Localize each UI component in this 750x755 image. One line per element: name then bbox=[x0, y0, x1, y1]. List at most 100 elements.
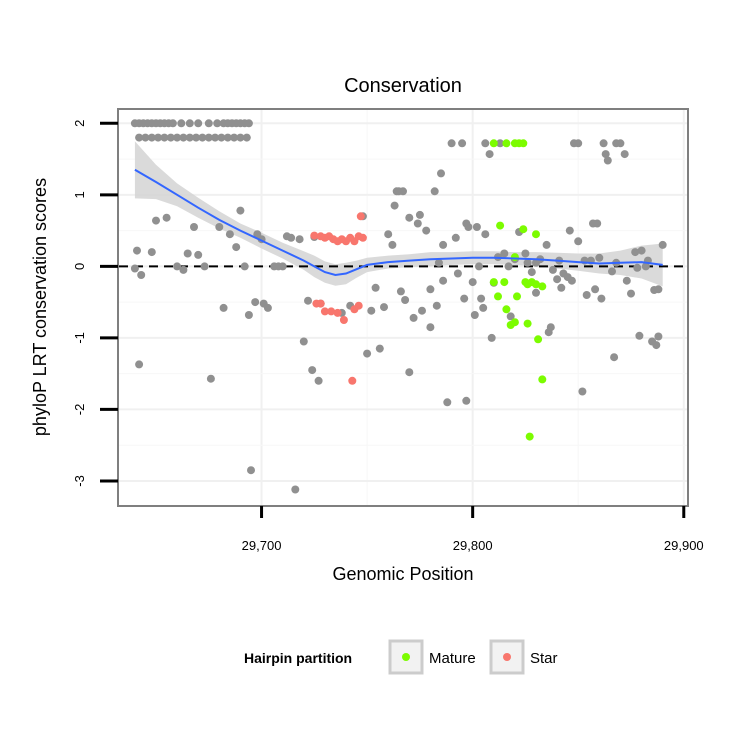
data-point-other bbox=[135, 133, 144, 142]
data-point-other bbox=[504, 262, 513, 271]
data-point-mature bbox=[510, 318, 519, 327]
x-axis-label: Genomic Position bbox=[332, 564, 473, 584]
data-point-other bbox=[278, 262, 287, 271]
data-point-other bbox=[405, 213, 414, 222]
data-point-other bbox=[192, 133, 201, 142]
data-point-other bbox=[308, 366, 317, 375]
data-point-other bbox=[477, 294, 486, 303]
data-point-other bbox=[263, 303, 272, 312]
data-point-other bbox=[162, 213, 171, 222]
x-tick-label: 29,800 bbox=[453, 538, 493, 553]
data-point-other bbox=[223, 133, 232, 142]
data-point-other bbox=[430, 187, 439, 196]
data-point-other bbox=[130, 264, 139, 273]
data-point-other bbox=[464, 223, 473, 231]
data-point-other bbox=[439, 240, 448, 249]
data-point-other bbox=[654, 332, 663, 341]
data-point-mature bbox=[494, 292, 502, 301]
data-point-other bbox=[244, 311, 253, 319]
data-point-other bbox=[204, 133, 213, 142]
x-axis: 29,700 29,800 29,900 bbox=[242, 506, 704, 553]
data-point-other bbox=[500, 249, 509, 258]
data-point-other bbox=[232, 243, 241, 252]
data-point-other bbox=[426, 285, 435, 294]
plot-panel bbox=[117, 108, 689, 507]
legend: Hairpin partition Mature Star bbox=[244, 639, 558, 675]
data-point-other bbox=[168, 119, 177, 128]
data-point-other bbox=[418, 306, 426, 315]
data-point-other bbox=[166, 133, 175, 142]
data-point-other bbox=[388, 240, 397, 249]
data-point-other bbox=[567, 276, 576, 285]
x-tick-label: 29,900 bbox=[664, 538, 704, 553]
data-point-other bbox=[565, 226, 574, 235]
y-tick-label: -3 bbox=[72, 475, 87, 487]
data-point-other bbox=[190, 223, 198, 231]
data-point-other bbox=[458, 139, 467, 148]
data-point-other bbox=[380, 303, 388, 312]
data-point-mature bbox=[489, 139, 498, 148]
data-point-star bbox=[356, 212, 365, 221]
data-point-mature bbox=[523, 319, 532, 328]
y-axis-label: phyloP LRT conservation scores bbox=[30, 178, 50, 436]
data-point-other bbox=[610, 353, 619, 362]
data-point-other bbox=[574, 237, 583, 246]
smooth-line-layer bbox=[134, 168, 663, 277]
legend-dot-mature bbox=[402, 653, 410, 661]
data-point-other bbox=[375, 344, 384, 353]
data-point-other bbox=[219, 303, 228, 312]
data-point-other bbox=[179, 265, 188, 274]
data-point-mature bbox=[513, 292, 521, 301]
y-tick-label: 0 bbox=[72, 263, 87, 270]
data-point-other bbox=[601, 150, 610, 159]
data-point-other bbox=[654, 285, 663, 294]
data-point-other bbox=[314, 376, 323, 385]
y-tick-label: 1 bbox=[72, 191, 87, 198]
data-point-mature bbox=[502, 305, 511, 314]
data-point-other bbox=[426, 323, 435, 332]
data-point-other bbox=[553, 275, 562, 284]
legend-label-star: Star bbox=[530, 650, 558, 667]
data-point-other bbox=[622, 276, 631, 285]
confidence-ribbon-layer bbox=[134, 141, 663, 287]
data-point-other bbox=[479, 303, 488, 312]
data-point-mature bbox=[500, 278, 509, 287]
data-point-other bbox=[299, 337, 308, 346]
data-point-other bbox=[152, 216, 160, 225]
legend-dot-star bbox=[503, 653, 511, 661]
smooth-trend-line bbox=[134, 168, 663, 277]
data-point-mature bbox=[525, 432, 534, 441]
data-point-other bbox=[582, 291, 591, 299]
data-point-other bbox=[304, 296, 312, 305]
data-point-other bbox=[557, 283, 566, 292]
data-point-other bbox=[183, 249, 192, 258]
data-point-other bbox=[154, 133, 163, 142]
data-point-other bbox=[475, 262, 483, 271]
data-point-mature bbox=[519, 225, 528, 234]
data-point-other bbox=[434, 258, 443, 267]
data-point-other bbox=[453, 269, 462, 278]
data-point-other bbox=[177, 119, 186, 128]
y-tick-label: 2 bbox=[72, 120, 87, 127]
data-point-other bbox=[443, 398, 452, 407]
data-point-other bbox=[217, 133, 226, 142]
data-point-other bbox=[236, 133, 245, 142]
data-point-other bbox=[574, 139, 583, 148]
data-point-star bbox=[310, 231, 319, 240]
data-point-other bbox=[194, 119, 203, 128]
data-point-other bbox=[198, 133, 207, 142]
data-point-other bbox=[633, 263, 642, 272]
data-point-other bbox=[390, 201, 399, 210]
data-point-other bbox=[137, 271, 146, 279]
data-point-other bbox=[213, 119, 222, 128]
data-point-other bbox=[635, 331, 644, 340]
legend-title: Hairpin partition bbox=[244, 650, 352, 666]
data-point-other bbox=[173, 262, 182, 271]
data-point-other bbox=[595, 253, 604, 262]
data-point-other bbox=[194, 250, 203, 259]
data-point-other bbox=[472, 223, 481, 231]
data-point-other bbox=[548, 265, 557, 274]
data-point-other bbox=[295, 235, 304, 244]
data-point-other bbox=[413, 219, 422, 228]
